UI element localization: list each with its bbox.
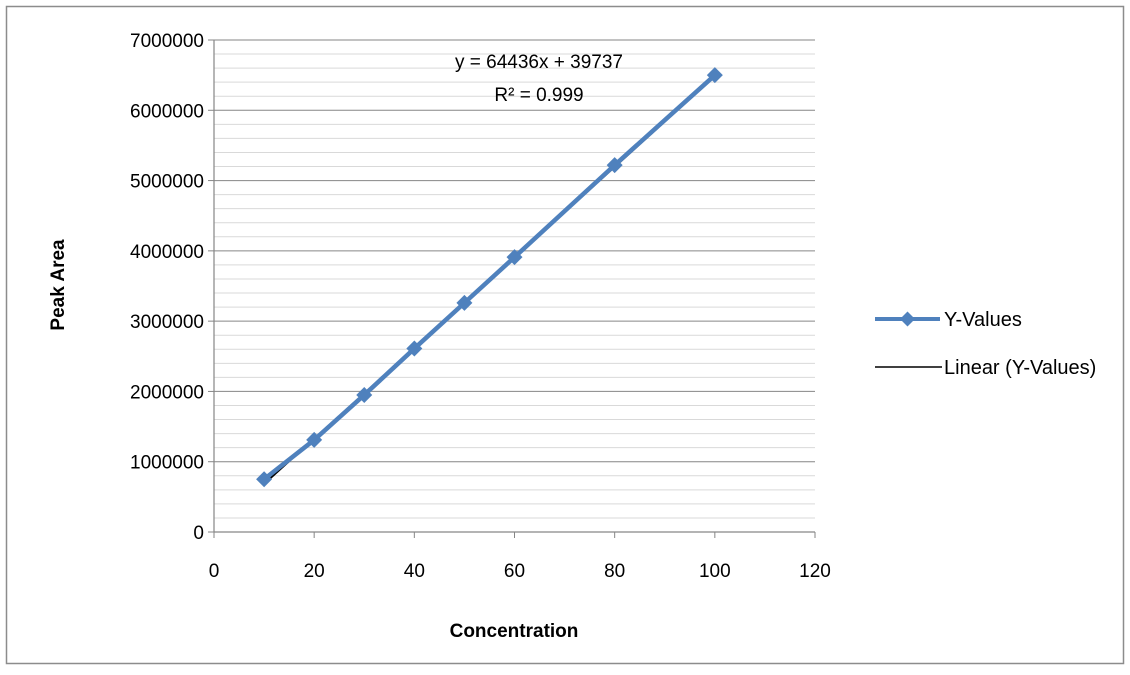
x-tick-label: 20	[304, 561, 325, 582]
data-point-marker	[506, 249, 523, 266]
tick-label-layer: 0 1000000 2000000 3000000 4000000 5000000 6000…	[130, 31, 831, 582]
x-tick-label: 100	[699, 561, 731, 582]
legend-entry-trendline: Linear (Y-Values)	[875, 357, 1096, 379]
legend-series-marker	[900, 311, 915, 327]
data-point-marker	[406, 340, 423, 357]
y-tick-label: 2000000	[130, 382, 204, 403]
data-point-marker	[306, 431, 323, 448]
trendline-equation: y = 64436x + 39737	[455, 52, 623, 73]
data-point-marker	[356, 386, 373, 403]
grid-layer	[214, 39, 815, 519]
x-tick-label: 40	[404, 561, 425, 582]
data-point-marker	[256, 471, 273, 488]
y-tick-label: 6000000	[130, 101, 204, 122]
y-tick-label: 7000000	[130, 31, 204, 52]
data-point-marker	[456, 294, 473, 311]
x-tick-label: 0	[209, 561, 220, 582]
legend: Y-Values Linear (Y-Values)	[875, 309, 1096, 379]
x-tick-label: 80	[604, 561, 625, 582]
x-tick-label: 60	[504, 561, 525, 582]
y-tick-label: 3000000	[130, 312, 204, 333]
y-axis-title: Peak Area	[48, 239, 69, 331]
y-tick-label: 1000000	[130, 453, 204, 474]
data-point-marker	[706, 67, 723, 84]
data-point-marker	[606, 157, 623, 174]
axes-layer	[208, 39, 816, 538]
series-line	[262, 73, 717, 482]
x-axis-title: Concentration	[450, 621, 579, 642]
y-tick-label: 5000000	[130, 172, 204, 193]
trendline-r-squared: R² = 0.999	[494, 85, 583, 106]
series-layer	[256, 67, 723, 488]
y-tick-label: 4000000	[130, 242, 204, 263]
legend-trendline-label: Linear (Y-Values)	[944, 357, 1096, 379]
legend-entry-series: Y-Values	[875, 309, 1022, 331]
x-tick-label: 120	[799, 561, 831, 582]
legend-series-label: Y-Values	[944, 309, 1022, 331]
y-tick-label: 0	[193, 523, 204, 544]
